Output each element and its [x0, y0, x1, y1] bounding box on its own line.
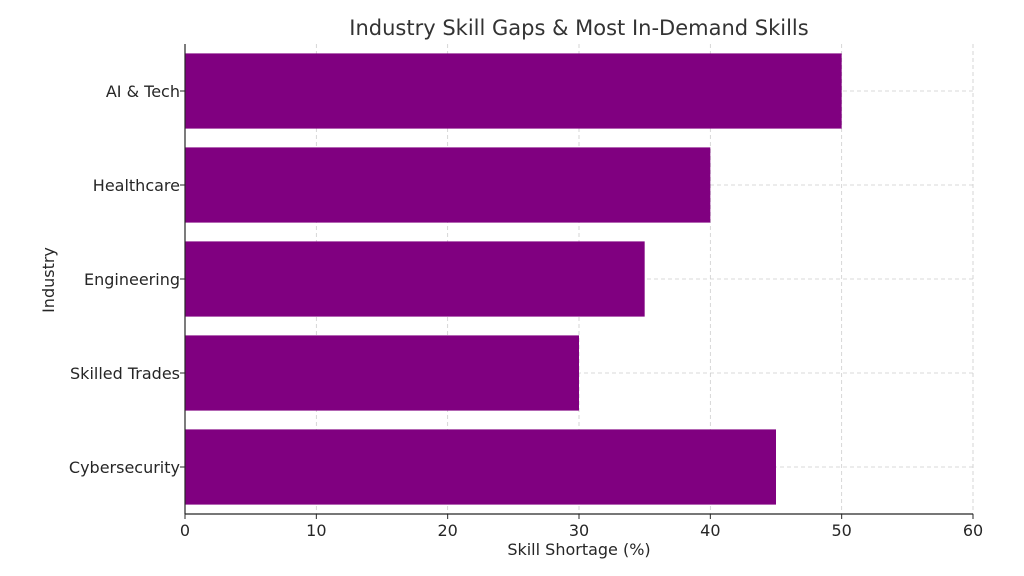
bar-engineering: [185, 241, 645, 317]
bar-layer: [185, 53, 842, 505]
bar-ai-tech: [185, 53, 842, 129]
axis-layer: 0 10 20 30 40 50 60 AI & Tech Healthcare Engineer…: [69, 44, 983, 540]
x-tick-label: 50: [831, 521, 851, 540]
bar-skilled-trades: [185, 335, 579, 411]
y-tick-label: AI & Tech: [106, 82, 180, 101]
x-tick-label: 0: [180, 521, 190, 540]
y-axis-label: Industry: [39, 247, 58, 313]
x-tick-label: 30: [569, 521, 589, 540]
x-tick-label: 20: [437, 521, 457, 540]
y-tick-label: Cybersecurity: [69, 458, 180, 477]
chart-title: Industry Skill Gaps & Most In-Demand Ski…: [349, 16, 808, 40]
x-axis-label: Skill Shortage (%): [507, 540, 650, 559]
x-tick-label: 40: [700, 521, 720, 540]
x-tick-label: 60: [963, 521, 983, 540]
y-tick-label: Healthcare: [93, 176, 180, 195]
y-tick-label: Engineering: [84, 270, 180, 289]
y-tick-label: Skilled Trades: [70, 364, 180, 383]
bar-healthcare: [185, 147, 711, 223]
bar-cybersecurity: [185, 429, 776, 505]
x-tick-label: 10: [306, 521, 326, 540]
